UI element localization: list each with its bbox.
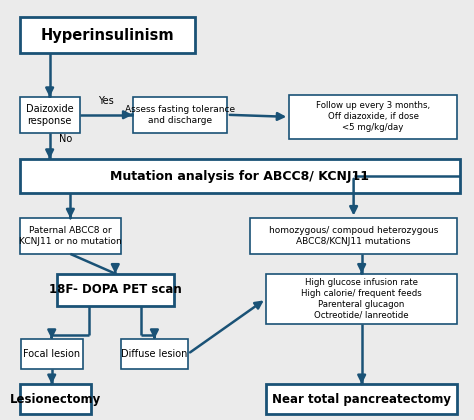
FancyBboxPatch shape [266,384,457,414]
Text: High glucose infusion rate
High calorie/ frequent feeds
Parenteral glucagon
Octr: High glucose infusion rate High calorie/… [301,278,422,320]
FancyBboxPatch shape [266,273,457,324]
Text: Daizoxide
response: Daizoxide response [26,104,73,126]
FancyBboxPatch shape [20,159,459,193]
Text: Follow up every 3 months,
Off diazoxide, if dose
<5 mg/kg/day: Follow up every 3 months, Off diazoxide,… [316,101,430,132]
Text: Focal lesion: Focal lesion [23,349,80,359]
Text: Diffuse lesion: Diffuse lesion [121,349,188,359]
FancyBboxPatch shape [21,339,83,369]
FancyBboxPatch shape [20,18,195,53]
Text: Hyperinsulinism: Hyperinsulinism [40,28,174,43]
Text: Paternal ABCC8 or
KCNJ11 or no mutation: Paternal ABCC8 or KCNJ11 or no mutation [19,226,122,246]
Text: No: No [59,134,72,144]
Text: Yes: Yes [98,96,114,106]
FancyBboxPatch shape [133,97,227,133]
FancyBboxPatch shape [289,95,457,139]
Text: homozygous/ compoud heterozygous
ABCC8/KCNJ11 mutations: homozygous/ compoud heterozygous ABCC8/K… [269,226,438,246]
Text: Mutation analysis for ABCC8/ KCNJ11: Mutation analysis for ABCC8/ KCNJ11 [110,170,369,183]
FancyBboxPatch shape [56,273,174,306]
FancyBboxPatch shape [20,218,121,254]
FancyBboxPatch shape [250,218,457,254]
FancyBboxPatch shape [20,97,80,133]
Text: 18F- DOPA PET scan: 18F- DOPA PET scan [49,284,182,297]
FancyBboxPatch shape [20,384,91,414]
Text: Lesionectomy: Lesionectomy [10,393,101,406]
Text: Near total pancreatectomy: Near total pancreatectomy [272,393,451,406]
FancyBboxPatch shape [121,339,188,369]
Text: Assess fasting tolerance
and discharge: Assess fasting tolerance and discharge [125,105,235,125]
